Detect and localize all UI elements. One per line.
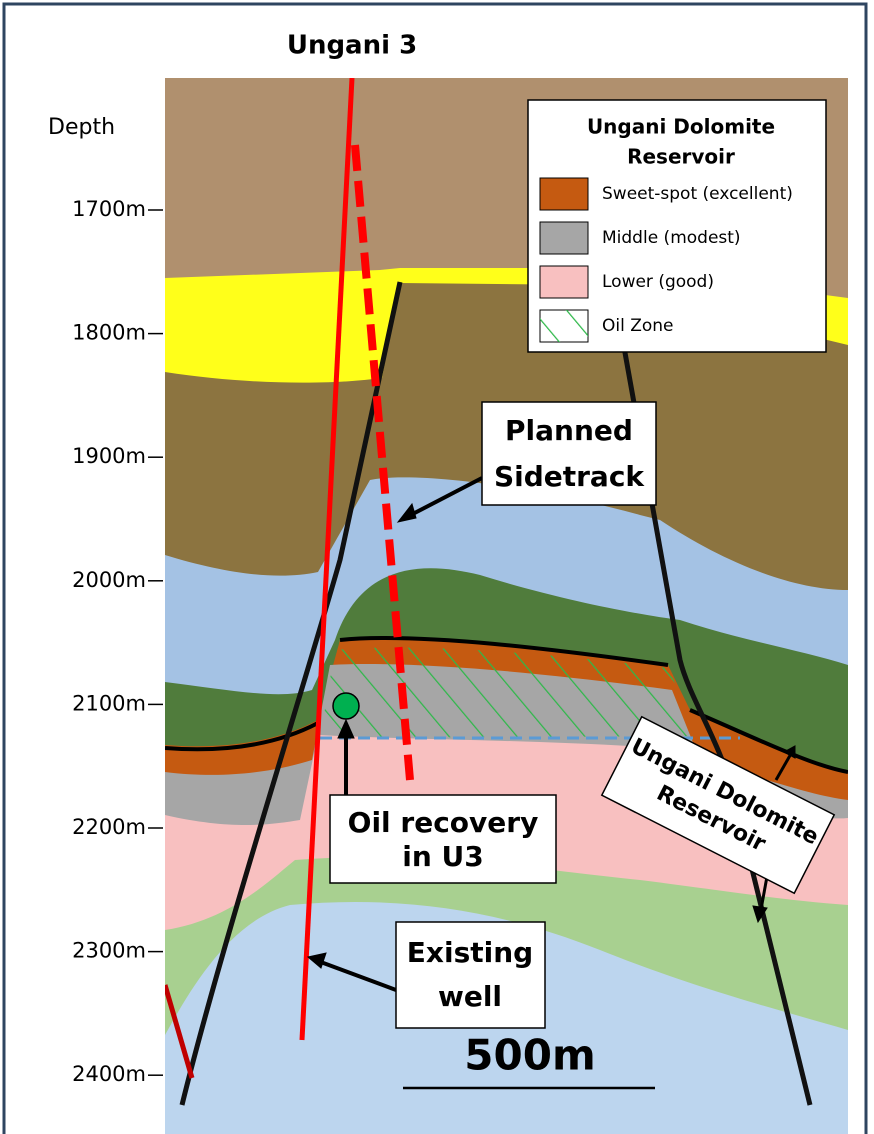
depth-tick-label: 2300m [72,939,146,963]
legend-item: Oil Zone [602,316,674,336]
callout-text: Existing [407,936,533,969]
arrowhead [396,502,417,523]
depth-tick-label: 2000m [72,568,146,592]
callout-text: Oil recovery [348,806,539,839]
oil-recovery-point [332,692,360,720]
callout-box [481,401,657,506]
axis-label: Depth [48,115,115,140]
callout-text: Planned [505,414,633,447]
legend-title: Ungani Dolomite [587,115,775,139]
callout-box [600,715,836,895]
legend-title: Reservoir [627,145,735,169]
existing-well [299,78,355,1041]
arrow [774,751,794,781]
arrowhead [782,745,796,759]
well-trace [165,984,195,1079]
arrow [404,476,483,520]
scale-label: 500m [464,1031,595,1080]
reservoir-top [689,708,848,774]
callout-box [395,921,546,1029]
reservoir-top [165,721,319,752]
legend-item: Middle (modest) [602,228,741,248]
arrowhead [337,718,355,739]
callout-text: Sidetrack [494,460,645,493]
arrow [317,959,397,992]
legend-swatch [540,310,588,342]
depth-tick-label: 2100m [72,691,146,715]
callout-text: in U3 [402,840,484,873]
legend-swatch [539,177,589,211]
legend-item: Lower (good) [602,272,714,292]
depth-tick-label: 2400m [72,1062,146,1086]
callout-text: well [438,980,502,1013]
depth-axis: 1700m 1800m 1900m 2000m 2100m 2200m 2300m 2400m [72,197,163,1086]
legend-swatch [539,221,589,255]
arrowhead [306,952,327,969]
depth-tick-label: 1800m [72,321,146,345]
legend-swatch [539,265,589,299]
depth-tick-label: 1900m [72,444,146,468]
callout-box [329,794,557,884]
arrowhead [752,905,768,924]
oil-zone [320,647,700,738]
reservoir-top [339,636,669,667]
depth-tick-label: 2200m [72,815,146,839]
legend-item: Sweet-spot (excellent) [602,184,793,204]
legend: Ungani Dolomite Reservoir Sweet-spot (ex… [527,99,827,353]
depth-tick-label: 1700m [72,197,146,221]
title: Ungani 3 [287,31,417,61]
